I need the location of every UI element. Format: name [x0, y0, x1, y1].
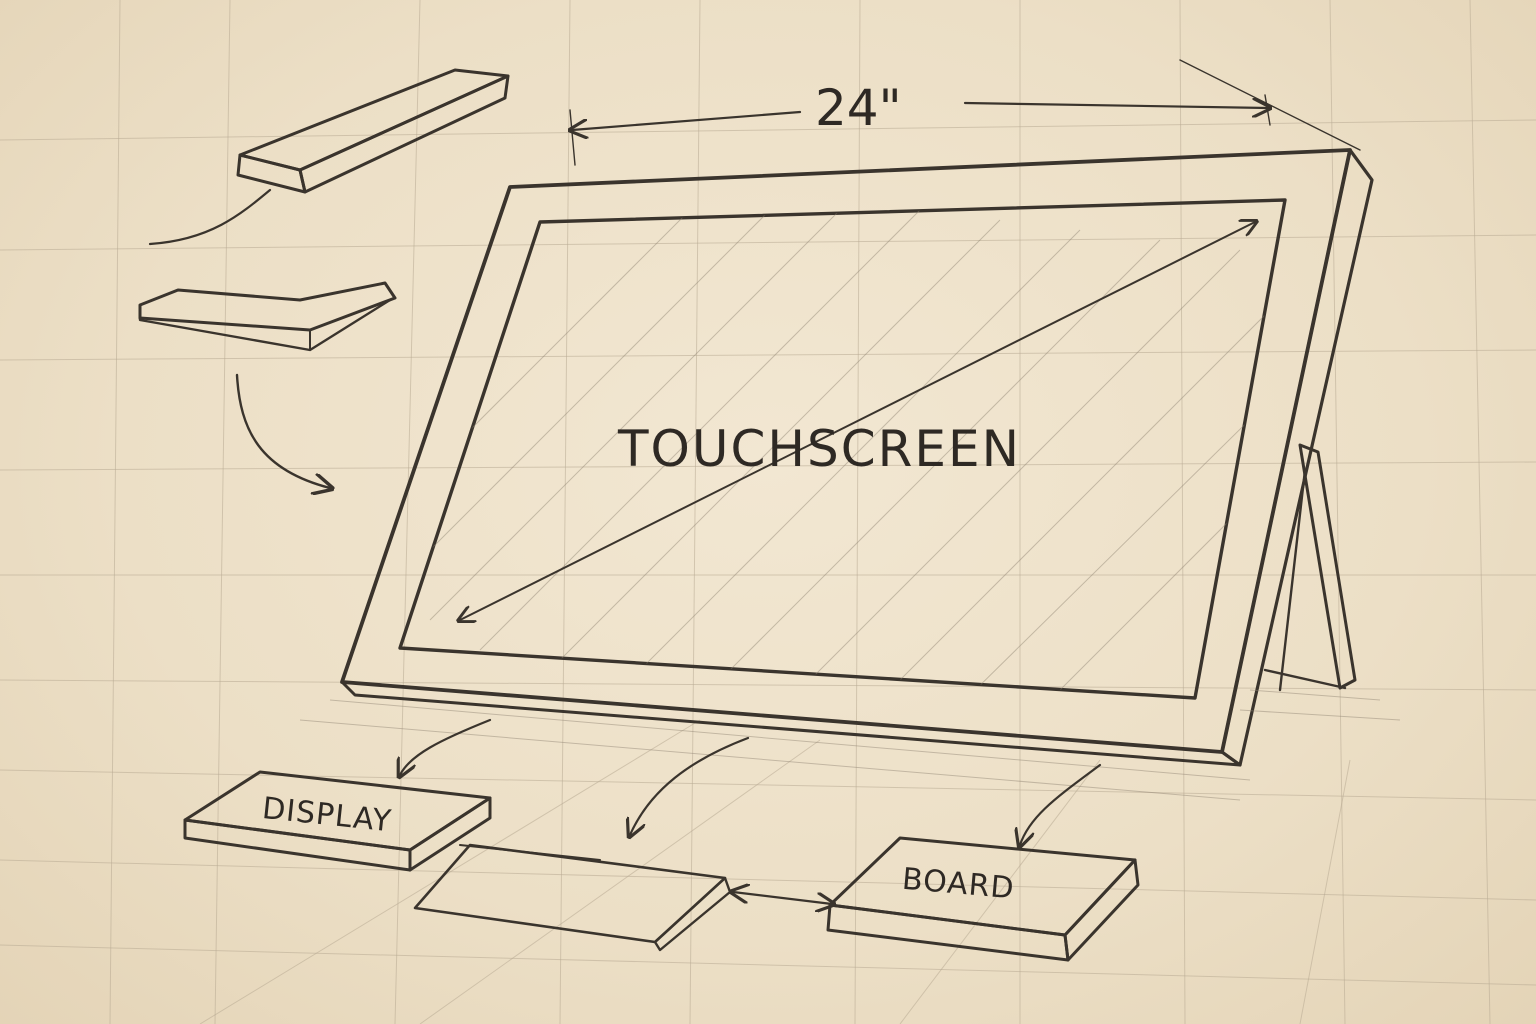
- board-module: [826, 836, 1140, 962]
- board-label: BOARD: [901, 862, 1016, 907]
- floating-bracket-lower: [138, 281, 397, 352]
- arrow-to-hub: [630, 736, 750, 835]
- display-link: [459, 844, 601, 861]
- dimension-line: [570, 59, 1361, 166]
- assembly-arrow: [235, 373, 330, 488]
- screen-label: TOUCHSCREEN: [617, 420, 1021, 478]
- data-link-arrow: [733, 892, 832, 904]
- display-module: [183, 770, 492, 872]
- touchscreen-monitor: [340, 148, 1374, 767]
- floating-bracket-top: [148, 68, 510, 246]
- dimension-label: 24": [815, 79, 902, 137]
- screen-panel: [398, 198, 1287, 700]
- hub-module: [413, 843, 732, 952]
- floor-shading: [299, 689, 1401, 801]
- arrow-to-board: [1020, 763, 1102, 845]
- arrow-to-display: [400, 718, 492, 775]
